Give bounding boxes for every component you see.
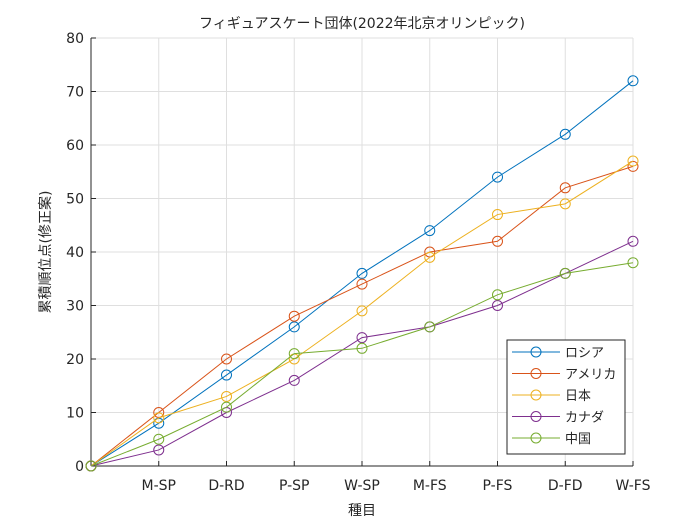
series-5 <box>85 257 639 472</box>
data-point-marker <box>424 225 436 237</box>
y-tick-label: 40 <box>66 245 84 261</box>
data-series <box>85 75 639 472</box>
x-tick-label: P-SP <box>279 478 310 494</box>
y-tick-label: 50 <box>66 192 84 208</box>
legend-entry-label: 中国 <box>565 432 591 447</box>
x-tick-label: P-FS <box>483 478 513 494</box>
y-tick-label: 80 <box>66 31 84 47</box>
data-point-marker <box>492 171 503 183</box>
data-point-marker <box>559 182 571 194</box>
x-tick-label: W-FS <box>615 478 650 494</box>
data-point-marker <box>85 460 97 472</box>
data-point-marker <box>356 305 368 317</box>
data-point-marker <box>153 444 165 456</box>
y-tick-label: 10 <box>66 406 84 422</box>
series-line <box>90 160 634 467</box>
data-point-marker <box>627 155 639 167</box>
legend-marker <box>530 432 542 444</box>
data-point-marker <box>221 353 232 365</box>
y-tick-label: 0 <box>75 459 84 475</box>
data-point-marker <box>356 267 368 279</box>
data-point-marker <box>221 390 232 402</box>
x-tick-label: D-FD <box>548 478 583 494</box>
data-point-marker <box>221 369 232 381</box>
series-line <box>90 262 634 467</box>
data-point-marker <box>288 321 300 333</box>
data-point-marker <box>492 289 503 301</box>
data-point-marker <box>288 310 300 322</box>
data-point-marker <box>288 374 300 386</box>
legend-entry-label: カナダ <box>565 411 604 426</box>
legend-entry-label: アメリカ <box>565 368 616 383</box>
legend-entry-label: 日本 <box>565 389 591 404</box>
y-tick-label: 60 <box>66 138 84 154</box>
y-tick-label: 30 <box>66 299 84 315</box>
legend-marker <box>530 346 542 358</box>
legend-box <box>506 339 626 455</box>
legend-marker <box>530 368 542 379</box>
data-point-marker <box>288 348 300 360</box>
x-tick-label: D-RD <box>208 478 244 494</box>
axes: 0 10 20 30 40 50 60 70 80 M-SP D-RD P-SP W-SP M-FS P-F… <box>66 31 650 494</box>
data-point-marker <box>492 300 503 311</box>
data-point-marker <box>627 257 639 269</box>
data-point-marker <box>559 198 571 210</box>
y-axis-label: 累積順位点(修正案) <box>37 191 54 314</box>
data-point-marker <box>356 332 368 344</box>
data-point-marker <box>627 235 639 247</box>
data-point-marker <box>492 209 503 221</box>
data-point-marker <box>221 401 232 413</box>
series-line <box>90 165 634 467</box>
x-tick-label: M-SP <box>142 478 176 494</box>
y-tick-label: 20 <box>66 352 84 368</box>
data-point-marker <box>356 278 368 290</box>
data-point-marker <box>559 128 571 140</box>
legend-entry-label: ロシア <box>565 346 604 361</box>
data-point-marker <box>153 433 165 445</box>
chart-title: フィギュアスケート団体(2022年北京オリンピック) <box>199 16 525 32</box>
x-tick-label: W-SP <box>344 478 380 494</box>
data-point-marker <box>153 412 165 424</box>
data-point-marker <box>356 342 368 354</box>
data-point-marker <box>492 235 503 247</box>
x-tick-label: M-FS <box>413 478 447 494</box>
legend-marker <box>530 389 542 401</box>
data-point-marker <box>424 321 436 333</box>
data-point-marker <box>627 75 639 87</box>
y-tick-label: 70 <box>66 85 84 101</box>
legend-marker <box>530 411 542 422</box>
data-point-marker <box>559 267 571 279</box>
series-line <box>90 240 634 467</box>
series-line <box>90 80 634 467</box>
data-point-marker <box>424 251 436 263</box>
x-axis-label: 種目 <box>348 503 376 519</box>
